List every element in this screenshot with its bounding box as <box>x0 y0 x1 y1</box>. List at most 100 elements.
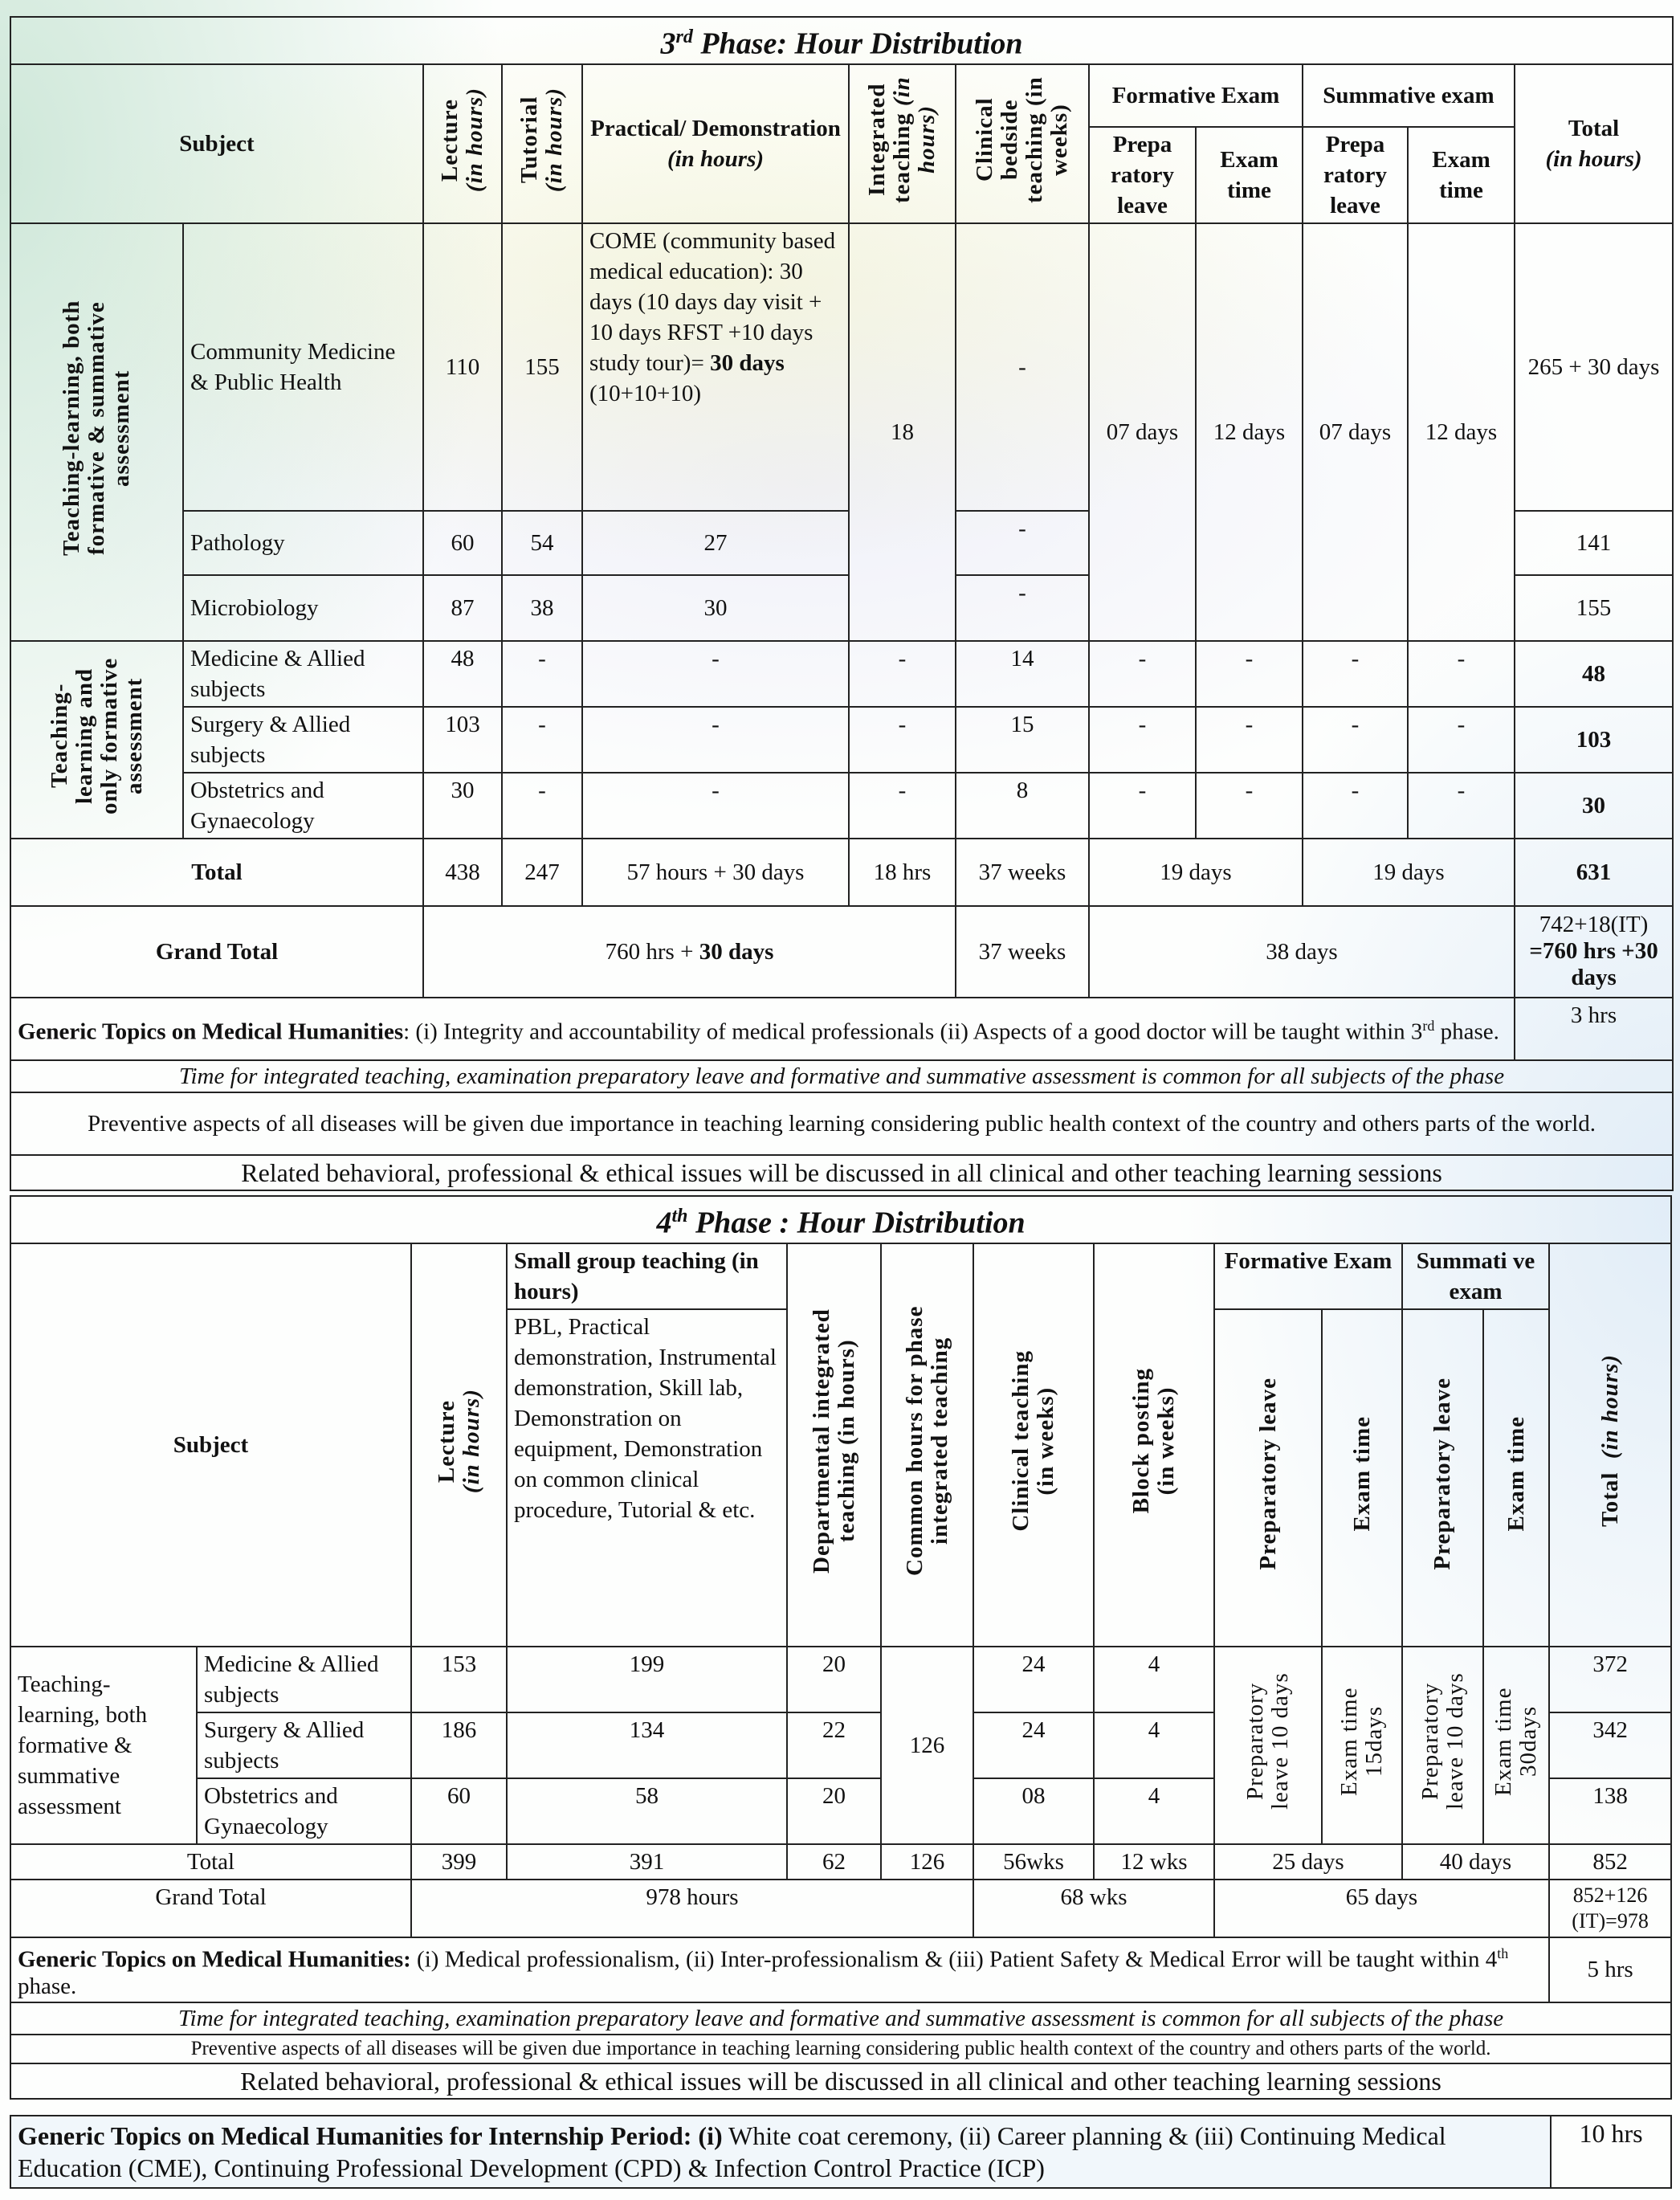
formative-prep-cell: Preparatory leave 10 days <box>1213 1645 1323 1845</box>
grand-total-row: Grand Total 760 hrs + 30 days 37 weeks 3… <box>10 904 1674 998</box>
practical-cell: - <box>581 771 850 839</box>
note-preventive: Preventive aspects of all diseases will … <box>9 1091 1674 1156</box>
header-lecture: Lecture (in hours) <box>422 63 503 224</box>
clinical-cell: 37 weeks <box>955 837 1090 907</box>
subject-cell: Community Medicine & Public Health <box>182 222 424 512</box>
phase3-title: 3rd Phase: Hour Distribution <box>9 16 1674 65</box>
generic-topics-row: Generic Topics on Medical Humanities: (i… <box>10 1936 1673 2004</box>
integrated-cell: - <box>848 771 956 839</box>
clinical-cell: 56wks <box>973 1843 1095 1880</box>
total-cell: 30 <box>1513 771 1674 839</box>
grand-total-hours: 978 hours <box>410 1878 974 1938</box>
dept-cell: 20 <box>786 1777 882 1845</box>
dept-cell: 22 <box>786 1711 882 1779</box>
tutorial-cell: 247 <box>501 837 583 907</box>
common-hours-cell: 126 <box>880 1645 974 1845</box>
header-formative: Formative Exam <box>1088 63 1303 128</box>
dept-cell: 62 <box>786 1843 882 1880</box>
dept-cell: 20 <box>786 1645 882 1713</box>
practical-cell: 57 hours + 30 days <box>581 837 850 907</box>
total-cell: 372 <box>1547 1645 1673 1713</box>
summative-prep-cell: - <box>1302 705 1409 773</box>
formative-cell: 19 days <box>1088 837 1303 907</box>
lecture-cell: 48 <box>422 639 503 708</box>
practical-cell: - <box>581 639 850 708</box>
header-summative: Summati ve exam <box>1401 1242 1550 1310</box>
formative-exam-cell: - <box>1195 639 1303 708</box>
header-practical: Practical/ Demonstration (in hours) <box>581 63 850 224</box>
header-tutorial: Tutorial (in hours) <box>501 63 583 224</box>
block-cell: 4 <box>1093 1711 1215 1779</box>
header-summative-prep: Prepa ratory leave <box>1302 125 1409 224</box>
integrated-cell: - <box>848 639 956 708</box>
subject-cell: Surgery & Allied subjects <box>182 705 424 773</box>
generic-topics-hours: 3 hrs <box>1513 996 1674 1061</box>
formative-exam-cell: Exam time 15days <box>1321 1645 1403 1845</box>
grand-total-exam: 38 days <box>1088 904 1515 998</box>
integrated-cell: - <box>848 705 956 773</box>
grand-total-total: 742+18(IT) =760 hrs +30 days <box>1513 904 1674 998</box>
header-formative-exam: Exam time <box>1321 1308 1403 1647</box>
tutorial-cell: - <box>501 639 583 708</box>
lecture-cell: 103 <box>422 705 503 773</box>
header-sgt: Small group teaching (in hours) <box>506 1242 788 1310</box>
total-label: Total <box>10 1843 412 1880</box>
note-preventive: Preventive aspects of all diseases will … <box>9 2034 1673 2065</box>
generic-topics-hours: 5 hrs <box>1547 1936 1673 2004</box>
lecture-cell: 60 <box>422 509 503 576</box>
clinical-cell: 24 <box>973 1711 1095 1779</box>
header-subject: Subject <box>10 63 424 224</box>
grand-total-total: 852+126 (IT)=978 <box>1547 1878 1673 1938</box>
practical-cell: 27 <box>581 509 850 576</box>
subject-cell: Medicine & Allied subjects <box>196 1645 412 1713</box>
header-total: Total (in hours) <box>1513 63 1674 224</box>
lecture-cell: 30 <box>422 771 503 839</box>
subject-cell: Obstetrics and Gynaecology <box>182 771 424 839</box>
block-cell: 12 wks <box>1093 1843 1215 1880</box>
header-total: Total (in hours) <box>1547 1242 1673 1647</box>
clinical-cell: - <box>955 222 1090 512</box>
phase3-table: 3rd Phase: Hour Distribution Subject Lec… <box>9 16 1674 1191</box>
formative-exam-cell: - <box>1195 771 1303 839</box>
header-summative: Summative exam <box>1302 63 1515 128</box>
summative-prep-cell: - <box>1302 639 1409 708</box>
formative-prep-cell: 07 days <box>1088 222 1197 642</box>
internship-hours: 10 hrs <box>1550 2115 1672 2189</box>
table-row: Pathology 60 54 27 - 141 <box>10 509 1674 576</box>
header-summative-exam: Exam time <box>1407 125 1515 224</box>
tutorial-cell: - <box>501 705 583 773</box>
grand-total-label: Grand Total <box>10 1878 412 1938</box>
generic-topics-text: Generic Topics on Medical Humanities: (i… <box>10 996 1515 1061</box>
lecture-cell: 87 <box>422 573 503 642</box>
summative-prep-cell: Preparatory leave 10 days <box>1401 1645 1484 1845</box>
practical-cell: 30 <box>581 573 850 642</box>
table-row: Obstetrics and Gynaecology 30 - - - 8 - … <box>10 771 1674 839</box>
sgt-cell: 58 <box>506 1777 788 1845</box>
grand-total-hours: 760 hrs + 30 days <box>422 904 956 998</box>
header-summative-exam: Exam time <box>1482 1308 1550 1647</box>
clinical-cell: 24 <box>973 1645 1095 1713</box>
practical-cell: - <box>581 705 850 773</box>
integrated-cell: 18 <box>848 222 956 642</box>
phase4-title: 4th Phase : Hour Distribution <box>9 1195 1673 1244</box>
grand-total-row: Grand Total 978 hours 68 wks 65 days 852… <box>10 1878 1673 1938</box>
common-cell: 126 <box>880 1843 974 1880</box>
total-cell: 342 <box>1547 1711 1673 1779</box>
header-lecture: Lecture (in hours) <box>410 1242 508 1647</box>
subject-cell: Medicine & Allied subjects <box>182 639 424 708</box>
block-cell: 4 <box>1093 1645 1215 1713</box>
grand-total-clinical: 37 weeks <box>955 904 1090 998</box>
header-common: Common hours for phase integrated teachi… <box>880 1242 974 1647</box>
sgt-cell: 134 <box>506 1711 788 1779</box>
table-row: Surgery & Allied subjects 186 134 22 24 … <box>10 1711 1673 1779</box>
table-row: Teaching-learning, both formative & summ… <box>10 222 1674 642</box>
tutorial-cell: 155 <box>501 222 583 512</box>
practical-cell: COME (community based medical education)… <box>581 222 850 512</box>
formative-cell: 25 days <box>1213 1843 1403 1880</box>
lecture-cell: 60 <box>410 1777 508 1845</box>
block-cell: 4 <box>1093 1777 1215 1845</box>
summative-prep-cell: - <box>1302 771 1409 839</box>
lecture-cell: 110 <box>422 222 503 512</box>
internship-table: Generic Topics on Medical Humanities for… <box>10 2115 1672 2189</box>
note-time: Time for integrated teaching, examinatio… <box>9 2002 1673 2036</box>
